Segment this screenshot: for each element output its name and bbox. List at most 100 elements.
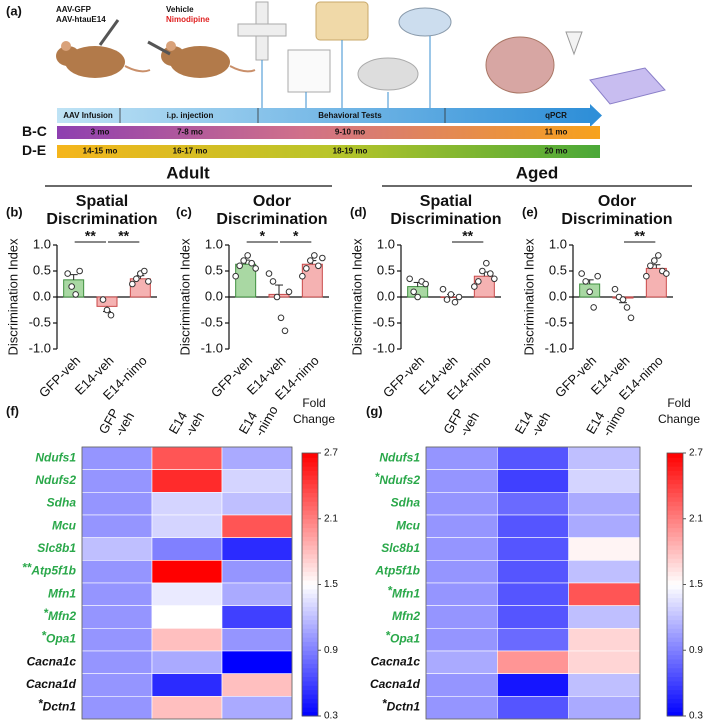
heatmap-cell [81, 650, 153, 674]
age-label: 7-8 mo [177, 128, 203, 137]
colorbar-step [667, 650, 683, 656]
colorbar-step [302, 606, 318, 612]
row-name: Mfn1 [48, 587, 76, 601]
row-name: Mfn2 [392, 609, 420, 623]
colorbar-tick-label: 0.9 [689, 645, 703, 656]
heatmap-cell [81, 605, 153, 629]
significance-label: ** [85, 228, 96, 244]
heatmap-cell [497, 492, 569, 516]
row-significance: * [385, 629, 391, 643]
timeline-bar [57, 108, 590, 123]
row-label: *Dctn1 [382, 697, 420, 714]
heatmap-cell [81, 673, 153, 697]
heatmap-cell [568, 628, 641, 652]
colorbar-step [667, 558, 683, 564]
row-label: *Ndufs2 [375, 470, 421, 487]
colorbar-step [302, 536, 318, 542]
colorbar-step [667, 566, 683, 572]
row-name: Slc8b1 [37, 541, 76, 555]
colorbar-step [667, 676, 683, 682]
heatmap-cell [151, 650, 223, 674]
data-point [299, 272, 306, 280]
colorbar-step [667, 685, 683, 691]
data-point [491, 275, 498, 283]
row-label: Mfn1 [48, 587, 76, 601]
colorbar-step [667, 659, 683, 664]
heatmap-cell [221, 469, 293, 493]
heatmap-cell [221, 446, 293, 470]
colorbar-step [667, 474, 683, 480]
panel-title: Odor [253, 193, 291, 210]
heatmap-cell [425, 537, 498, 561]
data-point [611, 285, 619, 293]
data-point [582, 278, 589, 285]
colorbar-step [302, 549, 318, 555]
colorbar-step [302, 571, 318, 577]
age-label: 14-15 mo [83, 147, 118, 156]
row-label: *Mfn2 [43, 606, 76, 623]
heatmap-cell [221, 650, 293, 674]
colorbar-step [667, 483, 683, 489]
heatmap-cell [221, 560, 293, 584]
colorbar-step [302, 597, 318, 603]
heatmap-cell [425, 560, 498, 584]
heatmap-cell [497, 560, 569, 584]
stage-label: AAV Infusion [63, 111, 113, 120]
data-point [72, 291, 79, 298]
heatmap-cell [151, 673, 223, 697]
row-label: Cacna1c [27, 655, 77, 669]
panel-title: Discrimination [390, 211, 501, 228]
colorbar-step [667, 641, 683, 647]
colorbar-step [667, 571, 683, 577]
colorbar-step [302, 566, 318, 572]
data-point [277, 314, 285, 322]
colorbar-step [667, 623, 683, 629]
data-point [483, 259, 490, 267]
heatmap-cell [425, 446, 498, 470]
heatmap-cell [497, 514, 569, 538]
significance-label: * [260, 228, 266, 244]
colorbar-tick-label: 1.5 [324, 579, 338, 590]
colorbar-step [667, 549, 683, 555]
colorbar-step [667, 597, 683, 603]
colorbar-step [667, 505, 683, 511]
data-point [319, 254, 326, 262]
y-tick-label: 0.5 [549, 262, 567, 277]
y-axis-label: Discrimination Index [177, 238, 192, 356]
heatmap-cell [568, 514, 641, 538]
panel-label: (d) [350, 204, 367, 219]
colorbar-step [667, 496, 683, 502]
panel-title: Odor [598, 193, 636, 210]
data-point [129, 280, 136, 288]
colorbar-step [667, 615, 683, 621]
colorbar-step [667, 470, 683, 476]
colorbar-step [302, 667, 318, 673]
colorbar-step [302, 672, 318, 678]
y-tick-label: 1.0 [205, 236, 223, 251]
colorbar-step [302, 505, 318, 511]
column-label: GFP-veh [96, 406, 138, 439]
colorbar-title: Change [658, 412, 700, 426]
row-label: *Dctn1 [38, 697, 76, 714]
colorbar-step [302, 645, 318, 651]
row-name: Mcu [396, 519, 421, 533]
colorbar-step [667, 698, 683, 704]
row-significance: * [41, 629, 47, 643]
data-point [311, 252, 318, 259]
colorbar-step [302, 711, 318, 717]
colorbar-step [302, 553, 318, 559]
colorbar-step [667, 501, 683, 507]
data-point [141, 267, 148, 275]
data-point [643, 272, 650, 280]
colorbar-step [667, 645, 683, 651]
panel-label: (g) [366, 403, 383, 418]
colorbar-step [302, 685, 318, 691]
row-name: Ndufs2 [35, 473, 76, 487]
colorbar-step [302, 698, 318, 704]
colorbar-step [667, 553, 683, 559]
data-point [133, 275, 140, 283]
colorbar-step [302, 702, 318, 708]
row-label: Slc8b1 [37, 541, 76, 555]
heatmap-cell [81, 514, 153, 538]
